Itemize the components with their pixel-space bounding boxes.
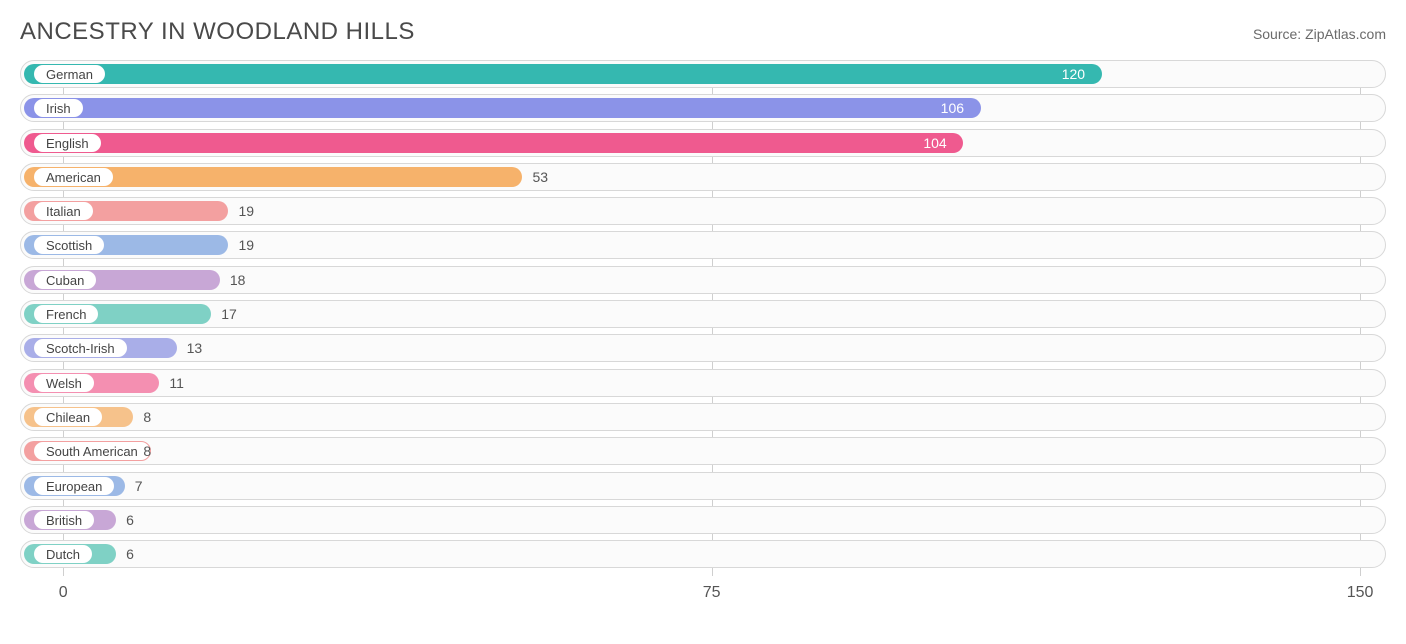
- bar-fill: [24, 64, 1102, 84]
- bar-label: American: [33, 167, 114, 187]
- chart-header: ANCESTRY IN WOODLAND HILLS Source: ZipAt…: [20, 18, 1386, 46]
- bar-label: Scottish: [33, 235, 105, 255]
- bar-value: 104: [923, 133, 946, 153]
- chart-title: ANCESTRY IN WOODLAND HILLS: [20, 18, 415, 46]
- bar-label: French: [33, 304, 99, 324]
- bar-track: Cuban 18: [20, 266, 1386, 294]
- bar-value: 18: [230, 270, 246, 290]
- x-axis-tick-label: 150: [1347, 584, 1374, 602]
- bar-value: 8: [143, 407, 151, 427]
- bar-label: Cuban: [33, 270, 97, 290]
- bar-value: 8: [143, 441, 151, 461]
- bar-label: English: [33, 133, 102, 153]
- bar-value: 53: [532, 167, 548, 187]
- bar-label: South American: [33, 441, 151, 461]
- bar-track: American 53: [20, 163, 1386, 191]
- bar-track: Italian 19: [20, 197, 1386, 225]
- bar-track: French 17: [20, 300, 1386, 328]
- bar-track: Chilean 8: [20, 403, 1386, 431]
- x-axis: 0 75 150: [20, 580, 1386, 608]
- bar-value: 17: [221, 304, 237, 324]
- bar-label: Dutch: [33, 544, 93, 564]
- x-axis-tick-label: 75: [703, 584, 721, 602]
- bar-track: Dutch 6: [20, 540, 1386, 568]
- bar-label: German: [33, 64, 106, 84]
- bar-track: Irish 106: [20, 94, 1386, 122]
- bar-track: South American8: [20, 437, 1386, 465]
- bar-track: British 6: [20, 506, 1386, 534]
- chart-container: ANCESTRY IN WOODLAND HILLS Source: ZipAt…: [0, 0, 1406, 644]
- bar-value: 6: [126, 510, 134, 530]
- bar-label: Scotch-Irish: [33, 338, 128, 358]
- bar-track: European 7: [20, 472, 1386, 500]
- bar-value: 19: [238, 235, 254, 255]
- bar-value: 106: [941, 98, 964, 118]
- bar-value: 6: [126, 544, 134, 564]
- chart-source: Source: ZipAtlas.com: [1253, 26, 1386, 42]
- bar-label: Italian: [33, 201, 94, 221]
- x-axis-tick-label: 0: [59, 584, 68, 602]
- bar-track: Scottish 19: [20, 231, 1386, 259]
- bar-label: British: [33, 510, 95, 530]
- bar-value: 120: [1062, 64, 1085, 84]
- bar-label: Irish: [33, 98, 84, 118]
- bar-fill: [24, 98, 981, 118]
- bar-label: Chilean: [33, 407, 103, 427]
- bar-track: Scotch-Irish 13: [20, 334, 1386, 362]
- bar-track: Welsh 11: [20, 369, 1386, 397]
- bar-label: Welsh: [33, 373, 95, 393]
- bar-track: German 120: [20, 60, 1386, 88]
- bar-value: 19: [238, 201, 254, 221]
- bar-value: 13: [187, 338, 203, 358]
- bar-track: English 104: [20, 129, 1386, 157]
- bar-fill: [24, 133, 963, 153]
- bar-value: 7: [135, 476, 143, 496]
- bar-label: European: [33, 476, 115, 496]
- plot-area: German 120 Irish 106 English 104 American 53 Ita…: [20, 60, 1386, 608]
- bar-value: 11: [169, 373, 184, 393]
